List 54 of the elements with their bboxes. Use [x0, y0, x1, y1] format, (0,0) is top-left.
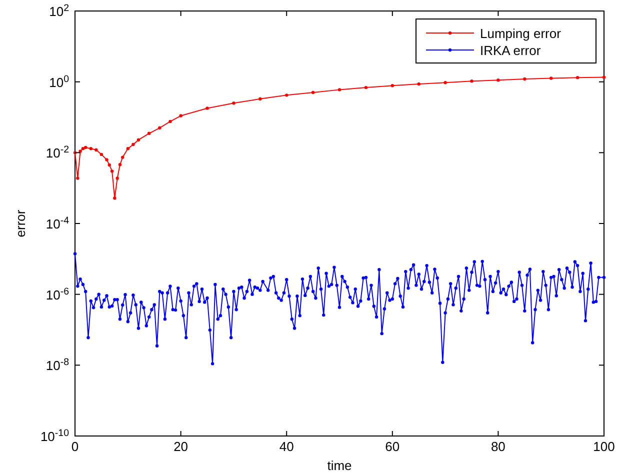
x-tick-label: 80	[490, 439, 506, 454]
point	[126, 147, 130, 150]
point	[94, 148, 98, 152]
y-tick-label: 10$^{-6}$	[46, 286, 69, 302]
y-tick-label: 10$^{-2}$	[46, 144, 69, 161]
y-tick-label: 10$^{-10}$	[40, 428, 70, 444]
point	[179, 114, 182, 118]
legend-label: Lumping error	[480, 26, 562, 41]
x-tick-label: 40	[279, 439, 294, 454]
point	[158, 126, 162, 130]
point	[470, 79, 474, 83]
point	[417, 82, 420, 86]
y-tick-label: 10$^{2}$	[49, 2, 69, 19]
legend-label: IRKA error	[480, 43, 542, 58]
x-tick-label: 20	[174, 439, 188, 454]
x-tick-label: 100	[593, 439, 615, 454]
point	[206, 106, 209, 110]
point	[136, 138, 140, 142]
y-tick-label: 10$^{-8}$	[46, 356, 69, 374]
point	[364, 86, 368, 90]
point	[76, 176, 80, 180]
point	[78, 150, 82, 153]
point	[84, 146, 88, 150]
x-axis-title: time	[327, 458, 352, 473]
point	[108, 163, 111, 167]
point	[168, 120, 172, 124]
point	[602, 76, 606, 79]
point	[100, 152, 104, 156]
point	[121, 156, 124, 159]
point	[118, 163, 122, 166]
point	[116, 176, 119, 180]
y-tick-label: 10$^{0}$	[49, 73, 70, 90]
point	[390, 84, 394, 88]
point	[496, 78, 500, 82]
point	[232, 102, 236, 105]
x-tick-label: 60	[385, 439, 400, 454]
point	[113, 196, 116, 200]
point	[285, 94, 288, 97]
point	[258, 97, 262, 100]
point	[523, 77, 526, 81]
point	[311, 90, 315, 94]
point	[576, 76, 580, 80]
y-tick-label: 10$^{-4}$	[46, 215, 70, 232]
point	[444, 81, 447, 84]
point	[338, 88, 342, 92]
point	[81, 147, 85, 150]
point	[110, 170, 114, 173]
x-tick-label: 0	[71, 439, 79, 454]
point	[132, 142, 135, 146]
point	[550, 76, 553, 80]
y-axis-title: error	[13, 209, 28, 238]
point	[105, 158, 108, 162]
point	[147, 132, 151, 135]
point	[89, 147, 92, 150]
